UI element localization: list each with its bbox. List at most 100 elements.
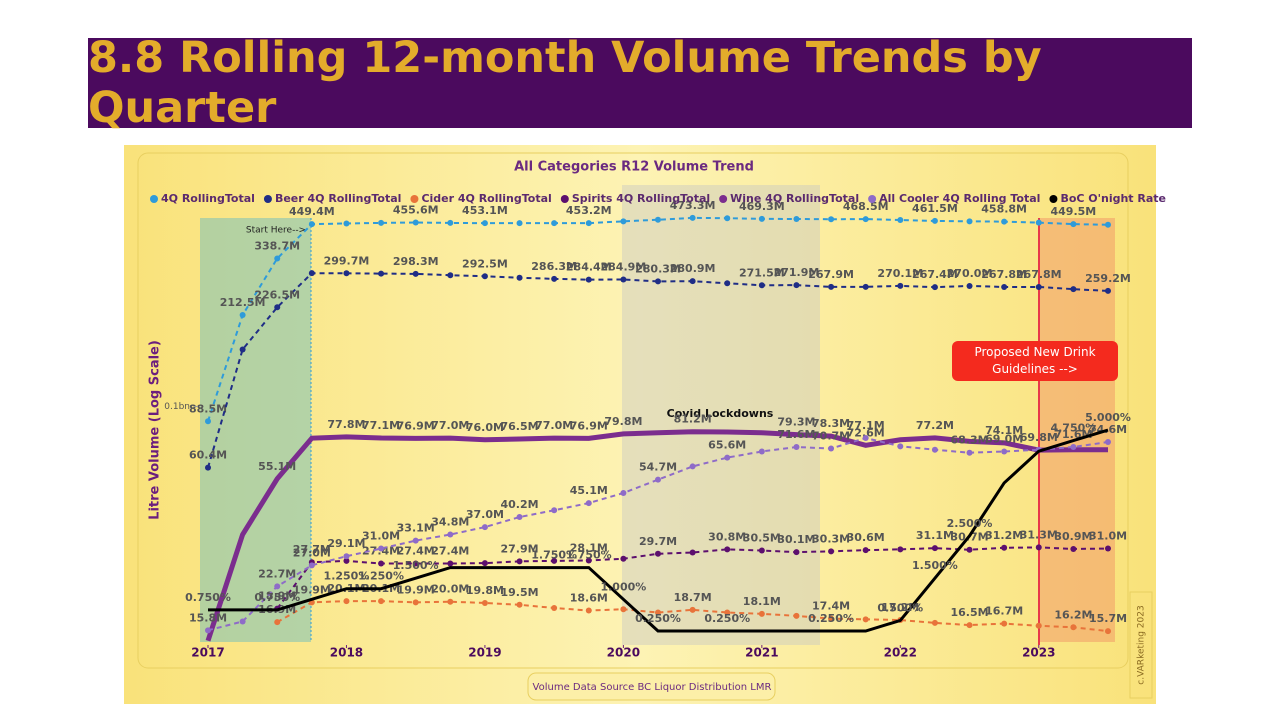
data-label: 455.6M <box>393 203 439 216</box>
data-point <box>516 220 523 227</box>
data-label: 0.750% <box>254 591 300 604</box>
data-point <box>655 216 661 223</box>
data-label: 0.250% <box>704 612 750 625</box>
data-point <box>343 598 350 605</box>
x-tick-label: 2020 <box>607 646 640 660</box>
data-point <box>1001 283 1008 290</box>
x-tick-label: 2021 <box>745 646 778 660</box>
data-point <box>689 278 696 285</box>
data-point <box>966 282 973 289</box>
data-label: 76.0M <box>466 421 504 434</box>
data-label: 292.5M <box>462 257 508 270</box>
data-point <box>1035 544 1042 551</box>
data-point <box>585 500 592 507</box>
legend-label: All Cooler 4Q Rolling Total <box>879 192 1040 205</box>
data-label: 29.1M <box>327 537 365 550</box>
legend-label: Wine 4Q RollingTotal <box>730 192 859 205</box>
legend-label: BoC O'night Rate <box>1060 192 1166 205</box>
legend-marker <box>560 195 569 203</box>
data-point <box>308 270 315 277</box>
legend-marker <box>263 195 272 203</box>
plot-area: 88.5M 212.5M 338.7M 449.4M 455.6M 453.1M 453.2… <box>185 199 1131 642</box>
x-tick-label: 2017 <box>191 646 224 660</box>
data-label: 31.0M <box>1089 530 1127 543</box>
data-point <box>274 304 281 311</box>
data-label: 1.500% <box>912 559 958 572</box>
annotation: Start Here--> <box>246 226 306 236</box>
data-label: 76.5M <box>500 420 538 433</box>
data-point <box>897 282 904 289</box>
data-point <box>585 607 592 614</box>
x-tick-label: 2022 <box>884 646 917 660</box>
data-label: 79.8M <box>604 415 642 428</box>
data-label: 77.1M <box>362 419 400 432</box>
data-label: 22.7M <box>258 567 296 580</box>
data-point <box>481 560 488 567</box>
data-point <box>308 221 315 228</box>
data-point <box>655 609 661 616</box>
data-point <box>931 217 938 224</box>
data-label: 72.6M <box>847 426 885 439</box>
data-label: 16.5M <box>950 606 988 619</box>
x-tick-label: 2018 <box>330 646 363 660</box>
series-line <box>207 216 1109 422</box>
data-label: 15.7M <box>1089 612 1127 625</box>
data-point <box>481 599 488 606</box>
data-label: 0.250% <box>808 612 854 625</box>
data-label: 284.4M <box>566 261 612 274</box>
data-label: 286.3M <box>531 260 577 273</box>
data-point <box>1070 221 1077 228</box>
data-point <box>1105 628 1111 635</box>
data-label: 31.3M <box>1020 528 1058 541</box>
data-point <box>620 490 627 497</box>
data-label: 68.3M <box>950 434 988 447</box>
data-point <box>1035 283 1042 290</box>
data-label: 29.7M <box>639 535 677 548</box>
data-label: 34.8M <box>431 516 469 529</box>
credit: c.VARketing 2023 <box>1137 605 1147 684</box>
data-label: 81.2M <box>674 413 712 426</box>
data-label: 1.250% <box>324 570 370 583</box>
data-label: 27.0M <box>293 546 331 559</box>
data-point <box>689 214 696 221</box>
data-point <box>205 418 211 425</box>
data-point <box>585 557 592 564</box>
data-label: 28.1M <box>570 541 608 554</box>
data-point <box>724 215 731 222</box>
data-label: 298.3M <box>393 255 439 268</box>
data-point <box>862 283 869 290</box>
data-point <box>689 606 696 613</box>
data-point <box>966 218 973 225</box>
data-label: 27.4M <box>397 545 435 558</box>
y-tick-label: 0.1bn <box>164 402 190 412</box>
data-point <box>274 619 281 626</box>
data-point <box>931 545 938 552</box>
data-point <box>897 217 904 224</box>
data-point <box>378 219 385 226</box>
data-point <box>447 219 454 226</box>
data-label: 76.9M <box>397 419 435 432</box>
data-label: 0.750% <box>185 591 231 604</box>
data-label: 267.9M <box>808 268 854 281</box>
data-label: 468.5M <box>843 200 889 213</box>
data-point <box>239 346 246 353</box>
data-point <box>828 615 835 622</box>
data-point <box>551 275 558 282</box>
data-label: 19.5M <box>500 586 538 599</box>
data-point <box>724 280 731 287</box>
data-point <box>585 220 592 227</box>
data-point <box>551 220 558 227</box>
data-point <box>897 546 904 553</box>
data-point <box>1070 545 1077 552</box>
data-point <box>551 604 558 611</box>
data-label: 1.750% <box>566 549 612 562</box>
data-label: 33.1M <box>397 522 435 535</box>
data-label: 30.8M <box>708 530 746 543</box>
data-point <box>655 550 661 557</box>
credit-box <box>1129 591 1153 699</box>
data-point <box>516 514 523 521</box>
data-label: 37.0M <box>466 508 504 521</box>
data-point <box>758 547 765 554</box>
